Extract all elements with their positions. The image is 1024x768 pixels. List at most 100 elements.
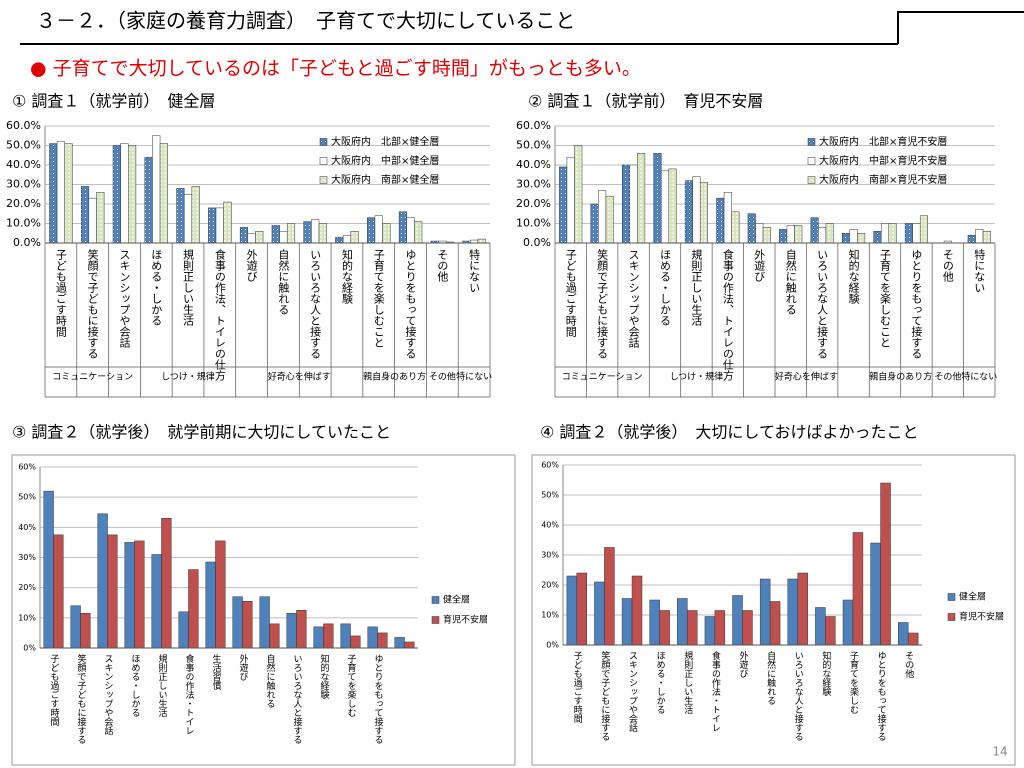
x-tick-label: スキンシップや会話	[103, 654, 114, 736]
x-tick-label: 規則正しい生活	[690, 248, 703, 327]
bar	[818, 227, 827, 244]
legend-swatch	[319, 176, 328, 184]
y-tick-label: 10%	[541, 611, 559, 620]
bar	[631, 575, 643, 646]
x-tick-label: 知的な経験	[319, 653, 330, 700]
bar	[880, 482, 891, 646]
legend-swatch	[807, 138, 816, 146]
bar	[350, 635, 361, 649]
x-tick-label: 笑顔で子どもに接する	[599, 650, 610, 741]
x-tick-label: ゆとりをもって接する	[876, 651, 887, 741]
x-tick-label: 外遊び	[245, 249, 258, 282]
bar	[723, 192, 732, 244]
y-tick-label: 40.0%	[516, 158, 551, 171]
legend-label: 健全層	[443, 594, 470, 606]
y-tick-label: 20.0%	[6, 197, 41, 210]
bar	[574, 145, 583, 244]
bar	[191, 186, 200, 244]
x-tick-label: 知的な経験	[340, 248, 353, 305]
x-tick-label: 食事の作法・トイレ	[710, 650, 721, 732]
bar	[687, 610, 698, 646]
bar	[205, 561, 216, 649]
group-label: コミュニケーション	[562, 372, 643, 383]
x-tick-label: その他	[903, 651, 914, 679]
bar	[340, 623, 351, 649]
x-tick-label: 特にない	[973, 248, 986, 293]
bar	[637, 153, 646, 244]
bar	[382, 223, 391, 244]
bar	[975, 229, 984, 244]
slide-title: ３－２．（家庭の養育力調査） 子育てで大切にしていること	[36, 9, 575, 33]
y-tick-label: 60%	[541, 461, 559, 470]
bar	[259, 596, 270, 649]
bar	[124, 542, 135, 649]
x-tick-label: 食事の作法、トイレの仕方	[213, 248, 226, 381]
bar	[794, 225, 803, 244]
bar	[857, 233, 866, 244]
bar	[404, 641, 415, 649]
bar	[629, 164, 638, 244]
legend-swatch	[319, 157, 328, 165]
bar	[747, 213, 756, 244]
bar	[873, 231, 882, 244]
bar	[880, 223, 890, 244]
x-tick-label: 知的な経験	[820, 650, 831, 697]
legend-swatch	[319, 138, 328, 146]
bar	[269, 623, 280, 649]
group-label: その他	[934, 371, 961, 383]
group-label: 特にない	[456, 371, 492, 383]
bar	[247, 233, 256, 244]
y-tick-label: 10.0%	[516, 217, 551, 230]
bar	[659, 610, 670, 646]
bar	[350, 231, 359, 244]
bar	[797, 572, 808, 646]
bar	[49, 143, 58, 244]
bar	[919, 215, 928, 244]
bar	[815, 607, 826, 646]
group-label: 好奇心を伸ばす	[775, 371, 838, 383]
bar	[296, 610, 307, 649]
bar	[176, 188, 185, 244]
group-label: しつけ・規律	[670, 371, 723, 383]
bar	[406, 217, 415, 244]
bar	[967, 234, 976, 244]
x-tick-label: スキンシップや会話	[627, 249, 640, 349]
bar	[842, 233, 851, 244]
bar	[96, 192, 105, 244]
bar	[152, 135, 161, 244]
bar	[183, 194, 193, 244]
bar	[398, 211, 407, 244]
x-tick-label: 笑顔で子どもに接する	[596, 248, 609, 359]
bar	[982, 231, 991, 244]
y-tick-label: 30.0%	[516, 178, 551, 191]
group-label: 親自身のあり方	[869, 371, 932, 383]
bar	[779, 229, 788, 244]
x-tick-label: 子ども過ごす時間	[54, 249, 67, 338]
bar	[367, 217, 376, 244]
legend-swatch	[431, 596, 440, 604]
bar	[286, 223, 296, 244]
bar	[286, 613, 297, 649]
bar	[912, 223, 921, 244]
bar	[70, 605, 81, 649]
y-tick-label: 20%	[18, 583, 36, 592]
bar	[825, 223, 834, 244]
x-tick-label: 外遊び	[753, 249, 766, 282]
bar	[134, 540, 145, 649]
bar	[279, 231, 288, 244]
y-tick-label: 50%	[18, 493, 36, 502]
legend-label: 健全層	[959, 591, 986, 603]
x-tick-label: ゆとりをもって接する	[404, 249, 417, 359]
x-tick-label: 子育てを楽しむ	[848, 651, 859, 714]
bar	[107, 534, 118, 649]
legend-label: 大阪府内 中部×健全層	[331, 154, 439, 167]
bar	[598, 190, 607, 244]
x-tick-label: いろいろな人と接する	[816, 249, 829, 359]
bar	[888, 223, 897, 244]
y-tick-label: 60.0%	[6, 119, 41, 132]
bar	[622, 164, 631, 244]
chart-frame	[11, 454, 516, 766]
group-label: コミュニケーション	[52, 372, 133, 383]
legend-label: 大阪府内 南部×健全層	[331, 173, 439, 186]
